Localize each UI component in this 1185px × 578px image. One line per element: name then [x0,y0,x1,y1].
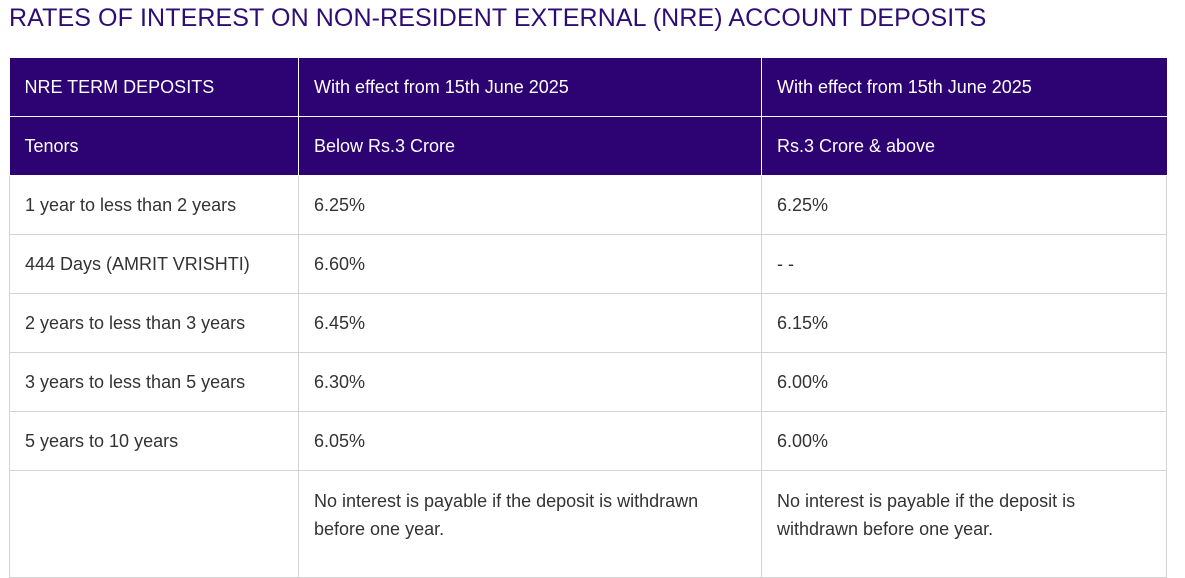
header-row: Tenors Below Rs.3 Crore Rs.3 Crore & abo… [9,116,1167,176]
rate-cell: 6.00% [761,352,1167,412]
header-row: NRE TERM DEPOSITS With effect from 15th … [9,58,1167,117]
note-cell-empty [9,470,299,578]
table-row: 3 years to less than 5 years 6.30% 6.00% [9,352,1167,412]
header-cell-effective-date: With effect from 15th June 2025 [298,58,762,117]
table-row: 1 year to less than 2 years 6.25% 6.25% [9,175,1167,235]
header-cell-deposit-type: NRE TERM DEPOSITS [9,58,299,117]
table-body: 1 year to less than 2 years 6.25% 6.25% … [9,175,1167,578]
rate-cell: 6.30% [298,352,762,412]
table-header: NRE TERM DEPOSITS With effect from 15th … [9,58,1167,176]
rate-cell: 6.25% [298,175,762,235]
rate-cell: 6.00% [761,411,1167,471]
header-cell-3-crore-above: Rs.3 Crore & above [761,116,1167,176]
tenor-cell: 3 years to less than 5 years [9,352,299,412]
table-row: 444 Days (AMRIT VRISHTI) 6.60% - - [9,234,1167,294]
rate-cell: 6.45% [298,293,762,353]
page-title: RATES OF INTEREST ON NON-RESIDENT EXTERN… [9,4,987,32]
note-row: No interest is payable if the deposit is… [9,470,1167,578]
nre-rates-table: NRE TERM DEPOSITS With effect from 15th … [9,58,1167,578]
header-cell-below-3-crore: Below Rs.3 Crore [298,116,762,176]
table-row: 5 years to 10 years 6.05% 6.00% [9,411,1167,471]
rate-cell: 6.15% [761,293,1167,353]
tenor-cell: 1 year to less than 2 years [9,175,299,235]
tenor-cell: 2 years to less than 3 years [9,293,299,353]
table-row: 2 years to less than 3 years 6.45% 6.15% [9,293,1167,353]
header-cell-tenors: Tenors [9,116,299,176]
note-cell: No interest is payable if the deposit is… [298,470,762,578]
tenor-cell: 444 Days (AMRIT VRISHTI) [9,234,299,294]
rate-cell: 6.05% [298,411,762,471]
tenor-cell: 5 years to 10 years [9,411,299,471]
rate-cell: 6.25% [761,175,1167,235]
rate-cell: - - [761,234,1167,294]
note-cell: No interest is payable if the deposit is… [761,470,1167,578]
rate-cell: 6.60% [298,234,762,294]
header-cell-effective-date: With effect from 15th June 2025 [761,58,1167,117]
